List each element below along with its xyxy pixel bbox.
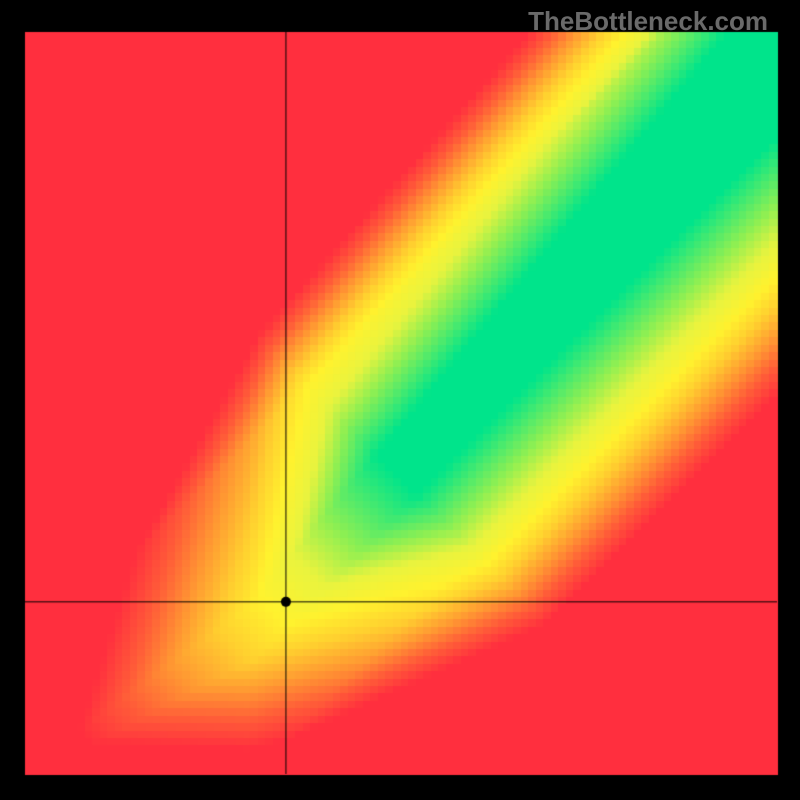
watermark-text: TheBottleneck.com [528, 6, 768, 37]
heatmap-canvas [0, 0, 800, 800]
bottleneck-heatmap: { "watermark": { "text": "TheBottleneck.… [0, 0, 800, 800]
